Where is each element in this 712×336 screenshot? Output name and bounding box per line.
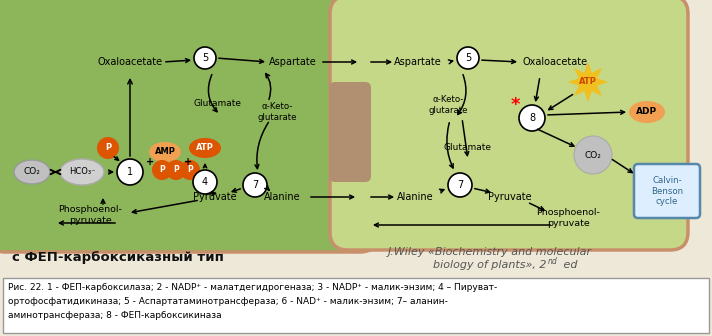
Text: ed: ed	[560, 260, 577, 270]
Text: Alanine: Alanine	[397, 192, 434, 202]
Text: CO₂: CO₂	[585, 151, 602, 160]
Text: 7: 7	[252, 180, 258, 190]
Circle shape	[180, 160, 200, 180]
Circle shape	[117, 159, 143, 185]
Text: 1: 1	[127, 167, 133, 177]
FancyBboxPatch shape	[0, 0, 378, 252]
Ellipse shape	[189, 138, 221, 158]
Text: Glutamate: Glutamate	[444, 143, 492, 153]
Text: Phosphoenol-
pyruvate: Phosphoenol- pyruvate	[536, 208, 600, 228]
Circle shape	[519, 105, 545, 131]
Text: Pyruvate: Pyruvate	[488, 192, 532, 202]
Text: P: P	[173, 166, 179, 174]
Text: HCO₃⁻: HCO₃⁻	[69, 168, 95, 176]
Circle shape	[97, 137, 119, 159]
Text: 5: 5	[465, 53, 471, 63]
Circle shape	[152, 160, 172, 180]
Ellipse shape	[629, 101, 665, 123]
Text: Glutamate: Glutamate	[194, 98, 242, 108]
Circle shape	[193, 170, 217, 194]
Text: α-Keto-
glutarate: α-Keto- glutarate	[257, 102, 297, 122]
Text: +: +	[184, 157, 192, 167]
Text: Oxaloacetate: Oxaloacetate	[98, 57, 162, 67]
Text: P: P	[105, 143, 111, 153]
Text: J.Wiley «Biochemistry and molecular: J.Wiley «Biochemistry and molecular	[388, 247, 592, 257]
Text: ADP: ADP	[637, 108, 658, 117]
Circle shape	[448, 173, 472, 197]
Text: 4: 4	[202, 177, 208, 187]
Text: Pyruvate: Pyruvate	[193, 192, 237, 202]
Text: Рис. 22. 1 - ФЕП-карбоксилаза; 2 - NADP⁺ - малатдегидрогеназа; 3 - NADP⁺ - малик: Рис. 22. 1 - ФЕП-карбоксилаза; 2 - NADP⁺…	[8, 284, 497, 293]
Text: Aspartate: Aspartate	[269, 57, 317, 67]
Text: аминотрансфераза; 8 - ФЕП-карбоксикиназа: аминотрансфераза; 8 - ФЕП-карбоксикиназа	[8, 311, 221, 321]
Text: Aspartate: Aspartate	[394, 57, 442, 67]
Text: biology of plants», 2: biology of plants», 2	[433, 260, 547, 270]
Ellipse shape	[14, 160, 50, 184]
Text: P: P	[159, 166, 165, 174]
Circle shape	[574, 136, 612, 174]
Text: 7: 7	[457, 180, 463, 190]
Circle shape	[166, 160, 186, 180]
Text: с ФЕП-карбоксиказный тип: с ФЕП-карбоксиказный тип	[12, 251, 224, 263]
Ellipse shape	[60, 159, 104, 185]
Ellipse shape	[149, 142, 181, 162]
Text: CO₂: CO₂	[23, 168, 41, 176]
Text: ортофосфатидикиназа; 5 - Аспартатаминотрансфераза; 6 - NAD⁺ - малик-энзим; 7– ал: ортофосфатидикиназа; 5 - Аспартатаминотр…	[8, 297, 448, 306]
Text: Alanine: Alanine	[263, 192, 300, 202]
Text: α-Keto-
glutarate: α-Keto- glutarate	[428, 95, 468, 115]
Circle shape	[243, 173, 267, 197]
Text: P: P	[187, 166, 193, 174]
Text: Phosphoenol-
pyruvate: Phosphoenol- pyruvate	[58, 205, 122, 225]
Text: nd: nd	[548, 256, 557, 265]
Text: ATP: ATP	[196, 143, 214, 153]
Text: AMP: AMP	[155, 148, 175, 157]
Text: Oxaloacetate: Oxaloacetate	[523, 57, 587, 67]
Text: ATP: ATP	[579, 78, 597, 86]
FancyBboxPatch shape	[329, 82, 371, 182]
FancyBboxPatch shape	[330, 0, 688, 250]
Text: Calvin-
Benson
cycle: Calvin- Benson cycle	[651, 176, 683, 206]
Text: 5: 5	[202, 53, 208, 63]
FancyBboxPatch shape	[3, 278, 709, 333]
Polygon shape	[568, 62, 608, 102]
Circle shape	[457, 47, 479, 69]
Text: 8: 8	[529, 113, 535, 123]
FancyBboxPatch shape	[634, 164, 700, 218]
Text: +: +	[146, 157, 154, 167]
Circle shape	[194, 47, 216, 69]
Text: *: *	[511, 96, 520, 114]
